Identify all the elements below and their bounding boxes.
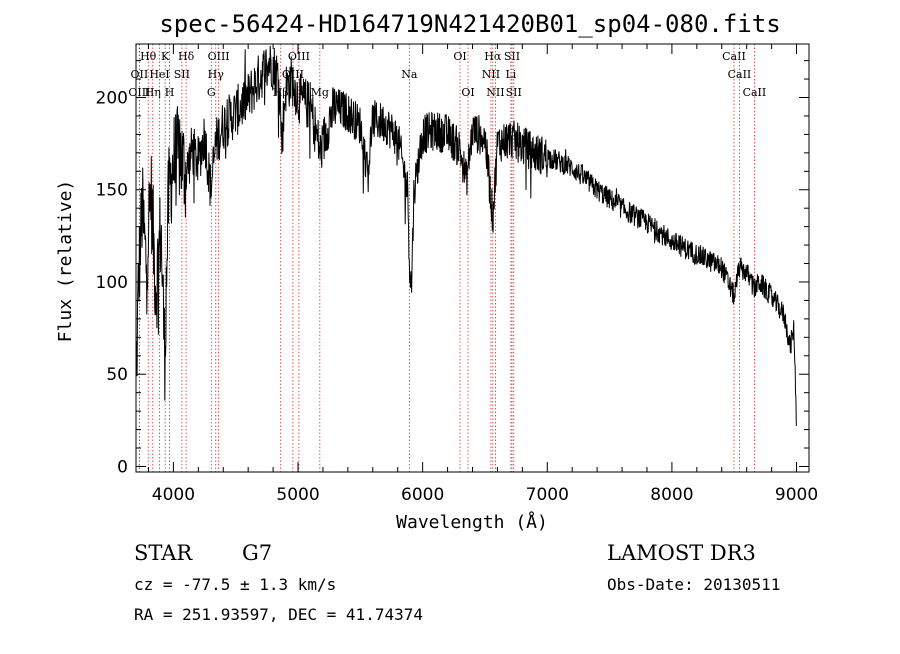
series-layer — [135, 45, 797, 427]
y-tick-label-100: 100 — [96, 273, 128, 293]
spectral-subclass: G7 — [242, 541, 272, 565]
x-axis: 4000 5000 6000 7000 8000 9000 — [147, 44, 818, 505]
y-axis: 0 50 100 150 200 — [96, 60, 809, 477]
coordinates-readout: RA = 251.93597, DEC = 41.74374 — [134, 605, 423, 624]
line-marker-label-0: Hθ — [140, 50, 157, 63]
x-tick-label-6000: 6000 — [401, 485, 444, 505]
chart-title: spec-56424-HD164719N421420B01_sp04-080.f… — [159, 10, 780, 38]
line-marker-label-21: G — [207, 86, 216, 99]
x-tick-label-8000: 8000 — [650, 485, 693, 505]
line-marker-label-16: Li — [505, 68, 516, 81]
line-marker-label-27: CaII — [743, 86, 767, 99]
spectrum-series-0 — [135, 45, 797, 427]
y-tick-label-0: 0 — [117, 457, 128, 477]
line-marker-label-15: NII — [482, 68, 500, 81]
line-marker-label-3: OIII — [208, 50, 230, 63]
line-marker-label-4: OIII — [288, 50, 310, 63]
x-tick-label-7000: 7000 — [526, 485, 569, 505]
line-marker-label-10: HeI — [149, 68, 169, 81]
x-tick-label-9000: 9000 — [775, 485, 818, 505]
line-marker-label-12: Hγ — [208, 68, 225, 81]
line-marker-label-18: OIII — [128, 86, 150, 99]
line-marker-label-6: Hα — [484, 50, 502, 63]
survey-name: LAMOST DR3 — [607, 541, 756, 565]
line-marker-label-17: CaII — [728, 68, 752, 81]
x-axis-label: Wavelength (Å) — [396, 511, 548, 533]
x-tick-label-5000: 5000 — [276, 485, 319, 505]
object-class: STAR — [134, 541, 193, 565]
x-tick-label-4000: 4000 — [152, 485, 195, 505]
observation-date: Obs-Date: 20130511 — [607, 575, 780, 594]
line-marker-label-1: K — [161, 50, 170, 63]
y-tick-label-50: 50 — [106, 365, 128, 385]
redshift-readout: cz = -77.5 ± 1.3 km/s — [134, 575, 336, 594]
line-marker-label-7: SII — [504, 50, 520, 63]
line-marker-label-2: Hδ — [178, 50, 195, 63]
line-marker-label-14: Na — [401, 68, 418, 81]
line-marker-label-20: H — [165, 86, 175, 99]
line-marker-label-8: CaII — [722, 50, 746, 63]
y-tick-label-150: 150 — [96, 181, 128, 201]
line-marker-label-23: Mg — [311, 86, 329, 99]
line-marker-label-25: NII — [486, 86, 504, 99]
line-marker-label-9: OII — [131, 68, 149, 81]
line-marker-label-26: SII — [506, 86, 522, 99]
line-marker-label-5: OI — [453, 50, 466, 63]
y-tick-label-200: 200 — [96, 89, 128, 109]
line-marker-label-11: SII — [174, 68, 190, 81]
y-axis-label: Flux (relative) — [55, 180, 76, 343]
line-marker-label-24: OI — [461, 86, 474, 99]
line-marker-label-19: Hη — [145, 86, 161, 99]
